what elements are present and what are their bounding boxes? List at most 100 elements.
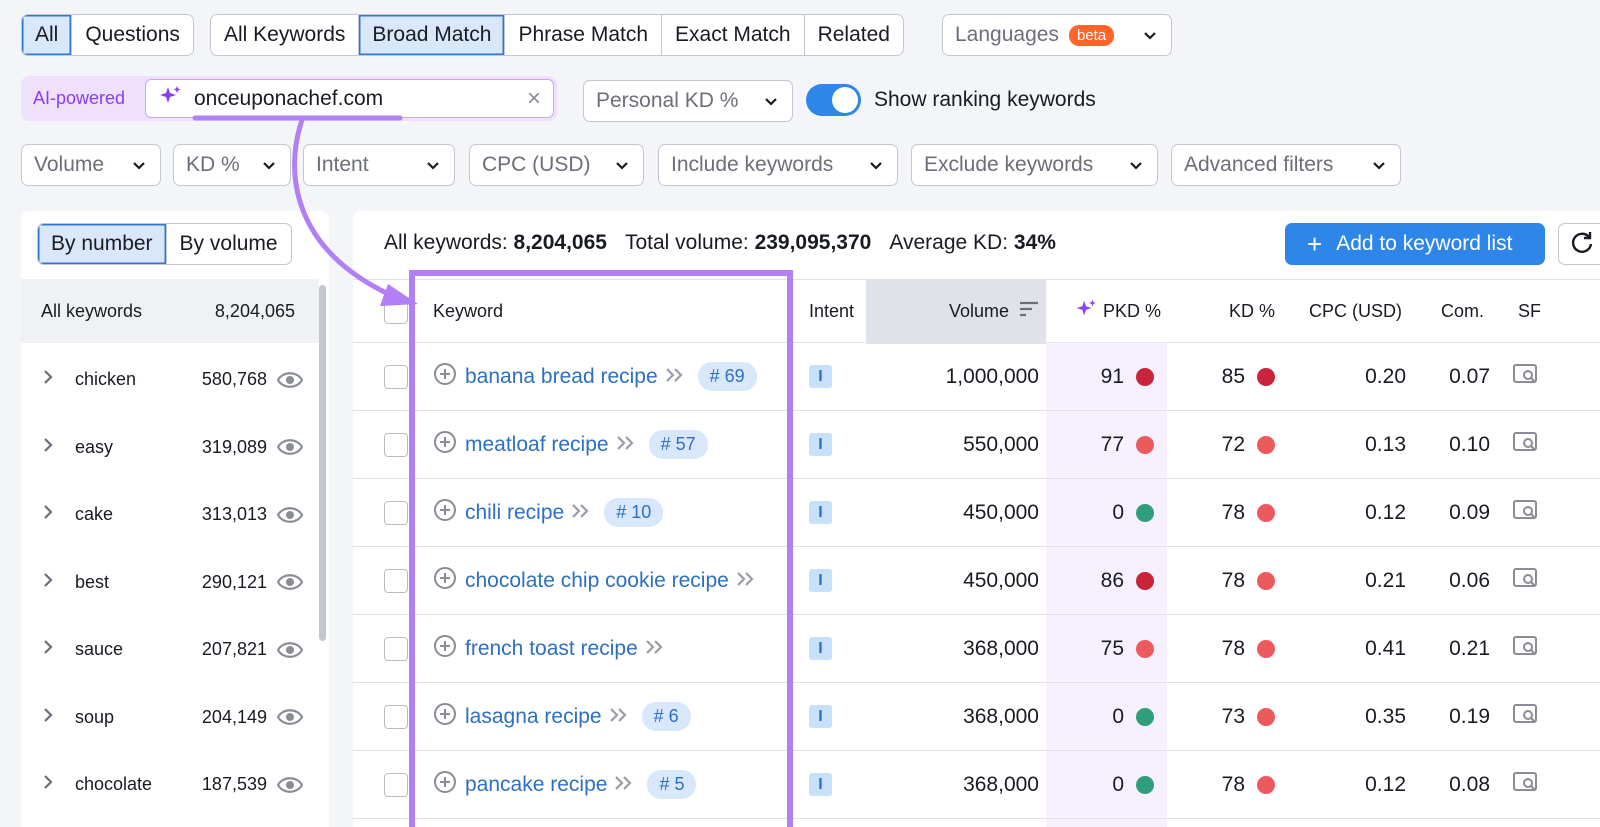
domain-input[interactable]: onceuponachef.com × bbox=[145, 79, 554, 118]
eye-icon[interactable] bbox=[276, 707, 304, 727]
position-badge[interactable]: # 69 bbox=[697, 362, 757, 391]
add-keyword-icon[interactable] bbox=[433, 566, 457, 596]
col-kd[interactable]: KD % bbox=[1229, 301, 1276, 321]
scrollbar[interactable] bbox=[319, 285, 326, 641]
keyword-link[interactable]: pancake recipe bbox=[465, 772, 608, 796]
intent-badge[interactable]: I bbox=[809, 637, 832, 660]
keyword-group-item[interactable]: sauce 207,821 bbox=[21, 616, 319, 683]
serp-analysis-icon[interactable] bbox=[570, 501, 592, 525]
col-sf[interactable]: SF bbox=[1518, 301, 1542, 321]
eye-icon[interactable] bbox=[276, 572, 304, 592]
intent-badge[interactable]: I bbox=[809, 365, 832, 388]
filter-include-keywords[interactable]: Include keywords bbox=[658, 144, 898, 186]
chevron-right-icon[interactable] bbox=[21, 774, 75, 795]
filter-exclude-keywords[interactable]: Exclude keywords bbox=[911, 144, 1158, 186]
serp-features-icon[interactable] bbox=[1513, 431, 1539, 459]
show-ranking-toggle[interactable] bbox=[806, 84, 861, 116]
col-volume[interactable]: Volume bbox=[949, 280, 1039, 343]
keyword-link[interactable]: chocolate chip cookie recipe bbox=[465, 568, 729, 592]
refresh-button[interactable] bbox=[1558, 223, 1600, 265]
chevron-right-icon[interactable] bbox=[21, 369, 75, 390]
tab-related[interactable]: Related bbox=[817, 23, 890, 46]
eye-icon[interactable] bbox=[276, 775, 304, 795]
serp-analysis-icon[interactable] bbox=[735, 569, 757, 593]
serp-analysis-icon[interactable] bbox=[615, 433, 637, 457]
row-checkbox[interactable] bbox=[384, 772, 408, 797]
add-keyword-icon[interactable] bbox=[433, 498, 457, 528]
tab-questions[interactable]: Questions bbox=[85, 23, 180, 46]
position-badge[interactable]: # 10 bbox=[604, 498, 664, 527]
serp-features-icon[interactable] bbox=[1513, 567, 1539, 595]
col-pkd[interactable]: PKD % bbox=[1075, 280, 1161, 343]
tab-exact-match[interactable]: Exact Match bbox=[662, 15, 805, 55]
by-number-button[interactable]: By number bbox=[38, 224, 167, 264]
tab-phrase-match[interactable]: Phrase Match bbox=[505, 15, 663, 55]
filter-advanced[interactable]: Advanced filters bbox=[1171, 144, 1401, 186]
intent-badge[interactable]: I bbox=[809, 773, 832, 796]
chevron-right-icon[interactable] bbox=[21, 437, 75, 458]
tab-all[interactable]: All bbox=[22, 15, 73, 55]
serp-analysis-icon[interactable] bbox=[664, 365, 686, 389]
keyword-group-item[interactable]: soup 204,149 bbox=[21, 684, 319, 751]
row-checkbox[interactable] bbox=[384, 704, 408, 729]
serp-features-icon[interactable] bbox=[1513, 703, 1539, 731]
add-keyword-icon[interactable] bbox=[433, 770, 457, 800]
chevron-right-icon[interactable] bbox=[21, 639, 75, 660]
intent-badge[interactable]: I bbox=[809, 705, 832, 728]
keyword-group-item[interactable]: chicken 580,768 bbox=[21, 346, 319, 413]
row-checkbox[interactable] bbox=[384, 432, 408, 457]
select-all-checkbox[interactable] bbox=[384, 299, 408, 324]
keyword-group-item[interactable]: chocolate 187,539 bbox=[21, 751, 319, 818]
tab-all-keywords[interactable]: All Keywords bbox=[211, 15, 360, 55]
row-checkbox[interactable] bbox=[384, 500, 408, 525]
tab-broad-match[interactable]: Broad Match bbox=[359, 15, 506, 55]
chevron-right-icon[interactable] bbox=[21, 572, 75, 593]
add-to-keyword-list-button[interactable]: + Add to keyword list bbox=[1285, 223, 1545, 265]
col-intent[interactable]: Intent bbox=[809, 301, 855, 321]
all-keywords-row[interactable]: All keywords 8,204,065 bbox=[21, 279, 319, 343]
serp-features-icon[interactable] bbox=[1513, 771, 1539, 799]
keyword-link[interactable]: chili recipe bbox=[465, 500, 565, 524]
keyword-link[interactable]: french toast recipe bbox=[465, 636, 638, 660]
filter-cpc[interactable]: CPC (USD) bbox=[469, 144, 644, 186]
by-volume-button[interactable]: By volume bbox=[179, 232, 278, 255]
serp-features-icon[interactable] bbox=[1513, 363, 1539, 391]
row-checkbox[interactable] bbox=[384, 568, 408, 593]
eye-icon[interactable] bbox=[276, 437, 304, 457]
eye-icon[interactable] bbox=[276, 640, 304, 660]
add-keyword-icon[interactable] bbox=[433, 362, 457, 392]
keyword-link[interactable]: banana bread recipe bbox=[465, 364, 658, 388]
serp-analysis-icon[interactable] bbox=[613, 773, 635, 797]
add-keyword-icon[interactable] bbox=[433, 702, 457, 732]
clear-icon[interactable]: × bbox=[526, 84, 541, 112]
intent-badge[interactable]: I bbox=[809, 433, 832, 456]
add-keyword-icon[interactable] bbox=[433, 430, 457, 460]
filter-kd[interactable]: KD % bbox=[173, 144, 291, 186]
filter-volume[interactable]: Volume bbox=[21, 144, 161, 186]
col-cpc[interactable]: CPC (USD) bbox=[1309, 301, 1402, 321]
position-badge[interactable]: # 57 bbox=[648, 430, 708, 459]
eye-icon[interactable] bbox=[276, 505, 304, 525]
col-com[interactable]: Com. bbox=[1441, 301, 1485, 321]
eye-icon[interactable] bbox=[276, 370, 304, 390]
serp-features-icon[interactable] bbox=[1513, 499, 1539, 527]
keyword-group-item[interactable]: cake 313,013 bbox=[21, 481, 319, 548]
row-checkbox[interactable] bbox=[384, 636, 408, 661]
keyword-link[interactable]: lasagna recipe bbox=[465, 704, 602, 728]
intent-badge[interactable]: I bbox=[809, 569, 832, 592]
serp-features-icon[interactable] bbox=[1513, 635, 1539, 663]
intent-badge[interactable]: I bbox=[809, 501, 832, 524]
chevron-right-icon[interactable] bbox=[21, 504, 75, 525]
add-keyword-icon[interactable] bbox=[433, 634, 457, 664]
keyword-link[interactable]: meatloaf recipe bbox=[465, 432, 609, 456]
keyword-group-item[interactable]: best 290,121 bbox=[21, 549, 319, 616]
serp-analysis-icon[interactable] bbox=[644, 637, 666, 661]
row-checkbox[interactable] bbox=[384, 364, 408, 389]
col-keyword[interactable]: Keyword bbox=[433, 301, 504, 321]
position-badge[interactable]: # 6 bbox=[641, 702, 691, 731]
chevron-right-icon[interactable] bbox=[21, 707, 75, 728]
languages-dropdown[interactable]: Languages beta bbox=[942, 14, 1172, 56]
serp-analysis-icon[interactable] bbox=[608, 705, 630, 729]
filter-intent[interactable]: Intent bbox=[303, 144, 455, 186]
personal-kd-dropdown[interactable]: Personal KD % bbox=[583, 80, 793, 122]
